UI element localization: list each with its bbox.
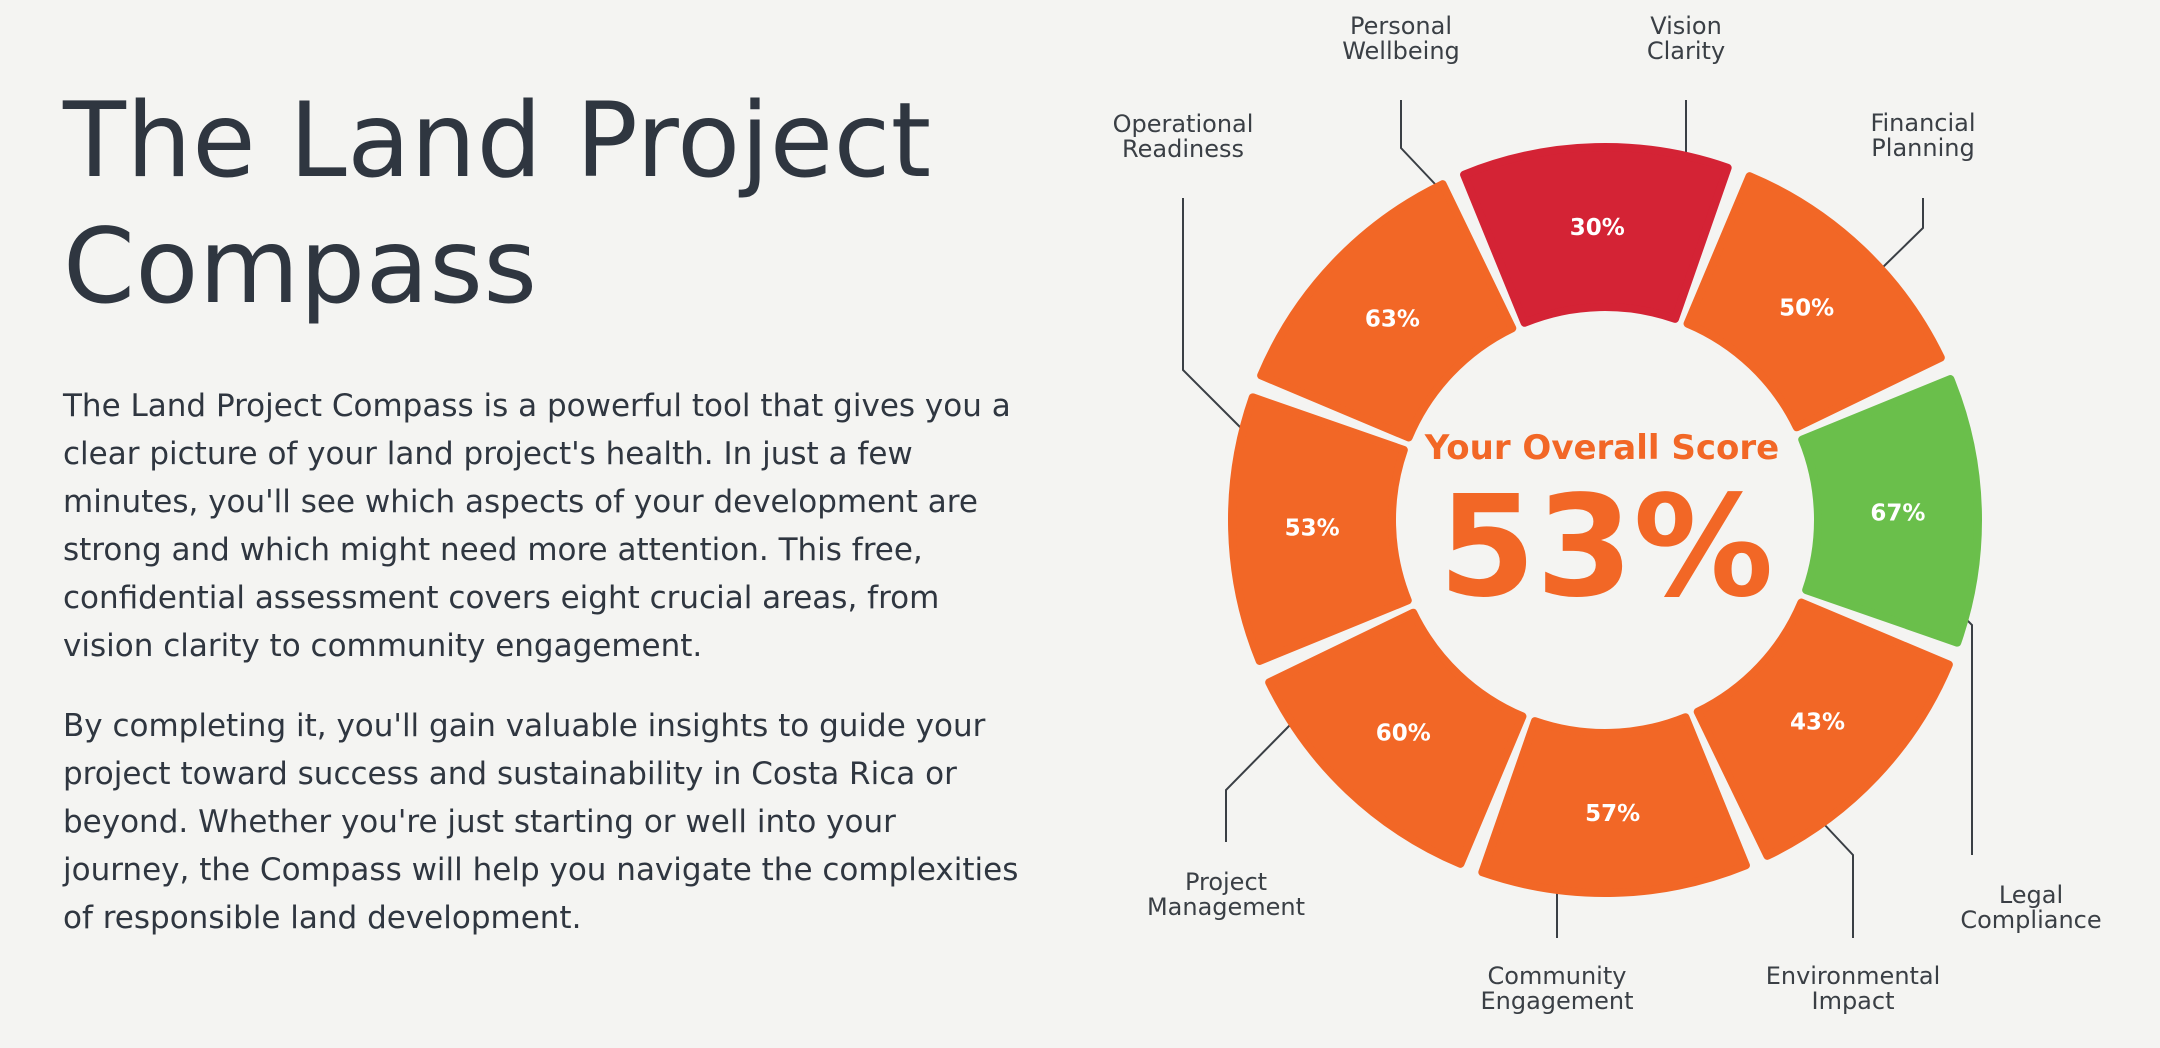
category-label-line: Clarity — [1647, 37, 1725, 65]
category-label-line: Vision — [1650, 12, 1722, 40]
category-label-line: Management — [1147, 893, 1305, 921]
category-label-line: Engagement — [1480, 987, 1633, 1015]
category-label-personal-wellbeing: Personal Wellbeing — [1342, 12, 1460, 65]
category-label-operational-readiness: Operational Readiness — [1113, 110, 1254, 163]
overall-score-value: 53% — [1438, 466, 1773, 629]
segment-legal-compliance — [1798, 375, 1982, 647]
category-label-line: Legal — [1999, 881, 2063, 909]
category-label-line: Operational — [1113, 110, 1254, 138]
segment-value-environmental-impact: 43% — [1790, 710, 1845, 736]
category-label-environmental-impact: Environmental Impact — [1766, 962, 1941, 1015]
leader-line-financial-planning — [1879, 198, 1924, 271]
leader-line-operational-readiness — [1182, 198, 1244, 431]
category-labels-group: Vision Clarity Financial Planning Legal Compl… — [1113, 12, 2102, 1015]
category-label-financial-planning: Financial Planning — [1870, 109, 1975, 162]
page-title-line2: Compass — [63, 207, 538, 327]
percent-labels-group: 30% 50% 67% 43% 57% 60% 53% 63% — [1285, 215, 1926, 827]
overall-score-label: Your Overall Score — [1424, 428, 1779, 468]
leader-line-project-management — [1225, 724, 1291, 842]
segment-project-management — [1265, 608, 1527, 868]
page-title-line1: The Land Project — [63, 81, 932, 201]
category-label-line: Impact — [1811, 987, 1894, 1015]
category-label-line: Compliance — [1960, 906, 2101, 934]
category-label-line: Personal — [1350, 12, 1452, 40]
segment-operational-readiness — [1228, 393, 1412, 665]
page-title: The Land Project Compass — [63, 78, 1023, 330]
leader-line-environmental-impact — [1821, 821, 1854, 938]
intro-section: The Land Project Compass The Land Projec… — [63, 78, 1023, 936]
segment-value-vision-clarity: 30% — [1570, 215, 1625, 241]
compass-wheel: 30% 50% 67% 43% 57% 60% 53% 63% Vision Clarity Fi… — [1113, 12, 2102, 1015]
segment-value-legal-compliance: 67% — [1870, 500, 1925, 526]
category-label-legal-compliance: Legal Compliance — [1960, 881, 2101, 934]
segment-community-engagement — [1478, 713, 1750, 897]
segment-value-project-management: 60% — [1376, 721, 1431, 747]
segment-value-community-engagement: 57% — [1585, 801, 1640, 827]
segment-vision-clarity — [1460, 143, 1732, 327]
category-label-line: Environmental — [1766, 962, 1941, 990]
leader-line-personal-wellbeing — [1400, 100, 1436, 185]
segment-environmental-impact — [1693, 598, 1953, 860]
category-label-line: Wellbeing — [1342, 37, 1460, 65]
category-label-project-management: Project Management — [1147, 868, 1305, 921]
category-label-line: Financial — [1870, 109, 1975, 137]
category-label-line: Community — [1488, 962, 1627, 990]
segment-value-personal-wellbeing: 63% — [1365, 306, 1420, 332]
category-label-line: Planning — [1871, 134, 1974, 162]
category-label-vision-clarity: Vision Clarity — [1647, 12, 1725, 65]
category-label-community-engagement: Community Engagement — [1480, 962, 1633, 1015]
segment-personal-wellbeing — [1257, 180, 1517, 442]
category-label-line: Readiness — [1122, 135, 1244, 163]
category-label-line: Project — [1185, 868, 1267, 896]
segment-financial-planning — [1683, 172, 1945, 432]
intro-paragraph-1: The Land Project Compass is a powerful t… — [63, 388, 1011, 664]
segment-value-operational-readiness: 53% — [1285, 516, 1340, 542]
segment-value-financial-planning: 50% — [1779, 295, 1834, 321]
intro-paragraph-2: By completing it, you'll gain valuable i… — [63, 708, 1019, 936]
segments-group — [1228, 143, 1982, 897]
leader-lines — [1182, 100, 1973, 938]
